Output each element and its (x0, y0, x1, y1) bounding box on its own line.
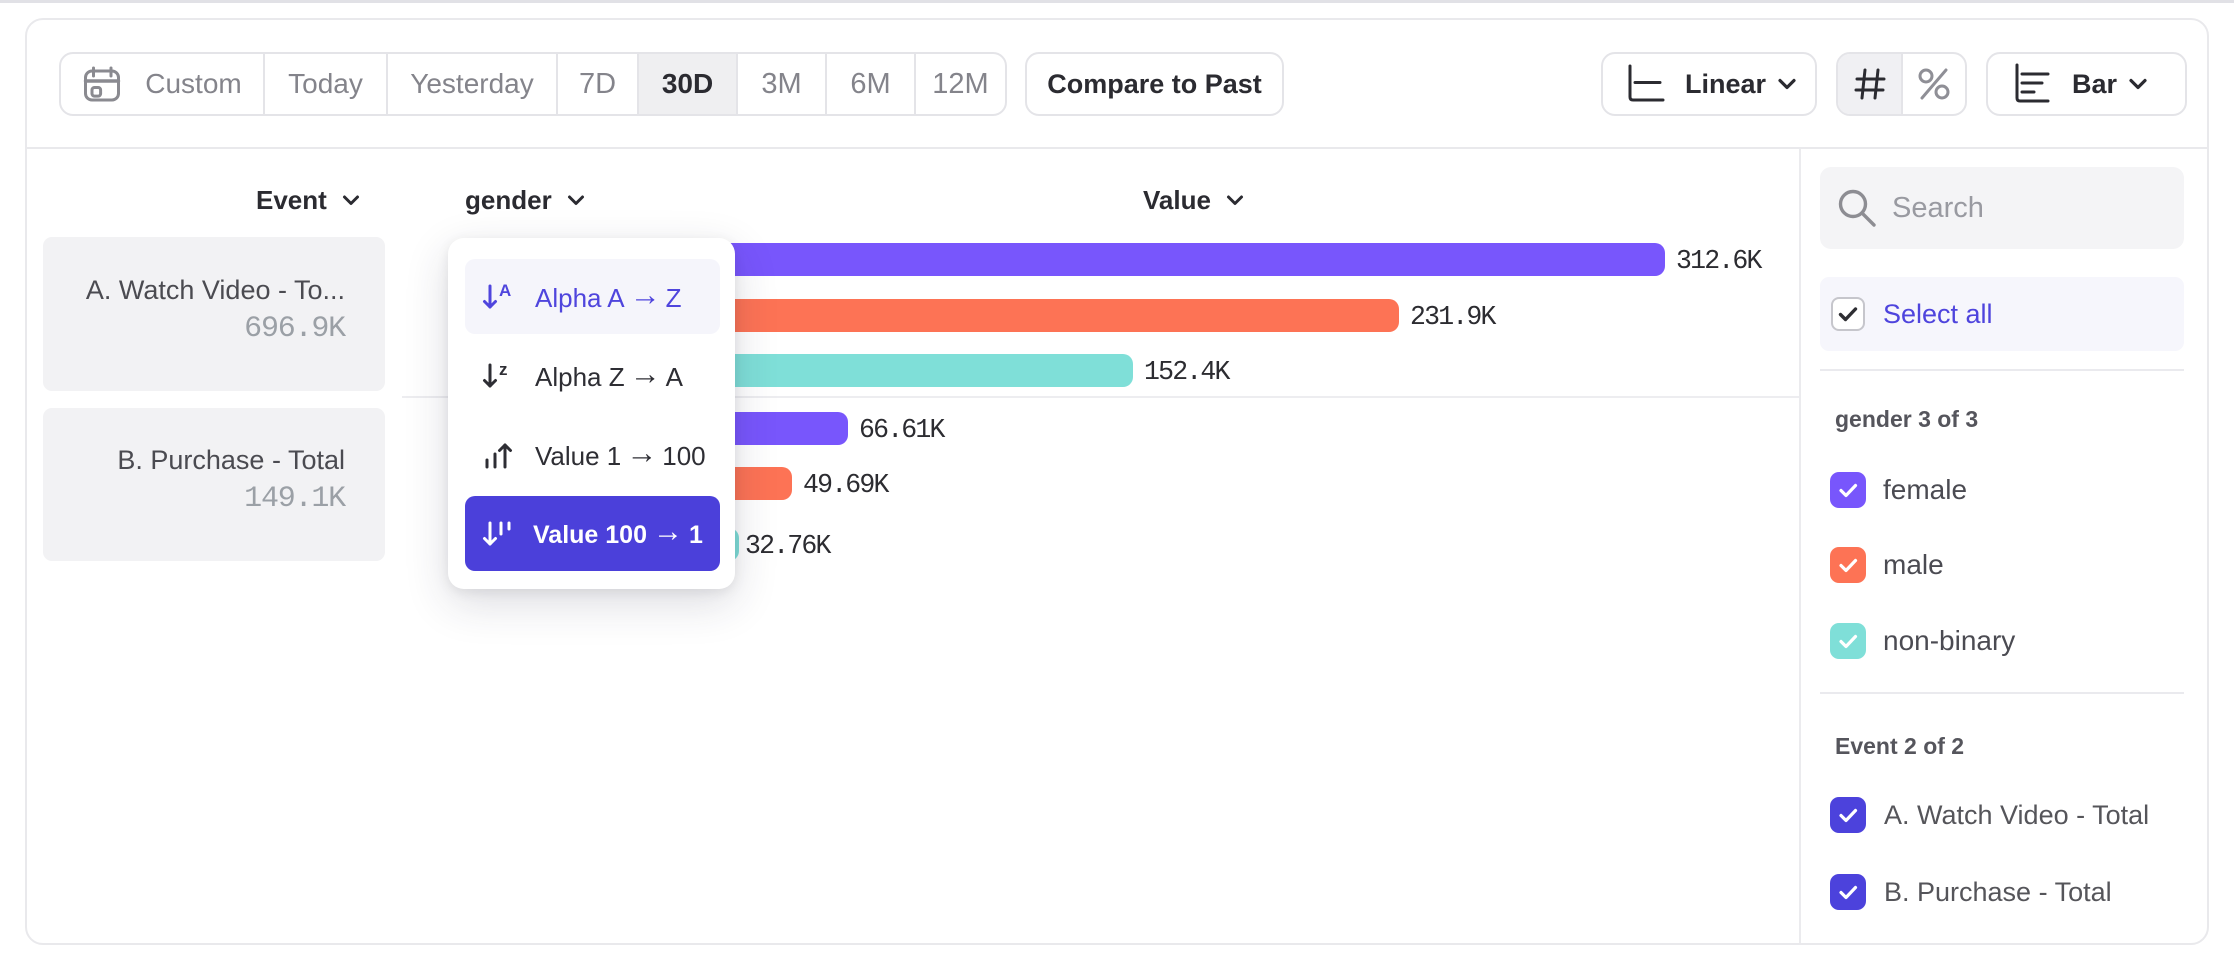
svg-text:z: z (499, 360, 508, 379)
svg-text:A: A (499, 281, 511, 300)
